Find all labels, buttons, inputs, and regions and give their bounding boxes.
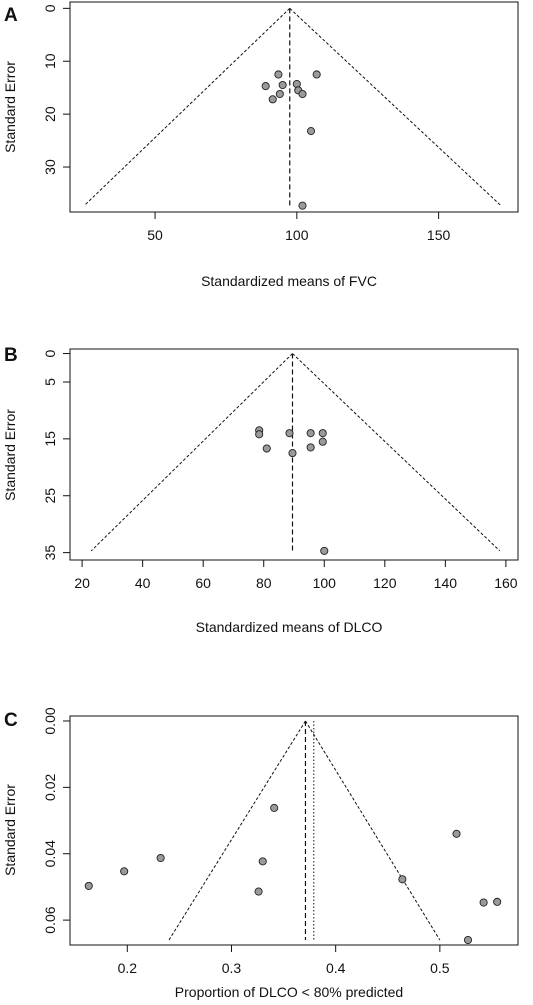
study-point xyxy=(312,70,321,79)
x-tick-label: 100 xyxy=(285,227,309,243)
study-point xyxy=(479,898,488,907)
x-tick-label: 0.2 xyxy=(118,960,138,976)
panel-letter-b: B xyxy=(4,345,18,366)
study-point xyxy=(306,127,316,136)
y-tick-label: 0 xyxy=(42,4,58,12)
panel-letter-c: C xyxy=(4,710,18,731)
study-point xyxy=(320,546,329,555)
funnel-left-line xyxy=(168,720,306,941)
funnel-plot-dlco: 20 40 60 80 100 120 140 160 0 5 15 25 35 Standardized… xyxy=(2,348,519,635)
y-tick-label: 5 xyxy=(42,378,58,386)
x-tick-label: 120 xyxy=(373,575,397,591)
plot-frame xyxy=(69,1,519,213)
y-tick-label: 20 xyxy=(42,106,58,122)
study-point xyxy=(120,867,129,876)
x-tick-label: 20 xyxy=(74,575,90,591)
x-tick-label: 0.5 xyxy=(430,960,450,976)
funnel-plot-fvc: 50 100 150 0 10 20 30 Standardized means of FVC… xyxy=(2,1,519,289)
study-point xyxy=(318,437,327,446)
x-tick-label: 0.4 xyxy=(326,960,346,976)
study-point xyxy=(298,89,307,99)
x-axis-title: Proportion of DLCO < 80% predicted xyxy=(175,984,403,1000)
study-point xyxy=(306,429,315,438)
study-point xyxy=(398,875,407,884)
study-point xyxy=(258,857,267,866)
y-tick-label: 0.04 xyxy=(42,840,58,867)
study-point xyxy=(84,881,93,890)
x-tick-label: 80 xyxy=(256,575,272,591)
y-tick-label: 25 xyxy=(42,488,58,504)
funnel-plot-dlco-proportion: 0.2 0.3 0.4 0.5 0.00 0.02 0.04 0.06 Proportion o… xyxy=(2,707,519,1000)
funnel-right-line xyxy=(289,7,502,207)
x-tick-label: 50 xyxy=(147,227,163,243)
study-point xyxy=(274,70,283,79)
plot-frame xyxy=(69,348,519,561)
study-point xyxy=(278,80,287,90)
study-point xyxy=(268,95,277,104)
y-tick-label: 35 xyxy=(42,545,58,561)
y-axis-title: Standard Error xyxy=(2,61,18,153)
study-point xyxy=(156,853,165,863)
x-tick-label: 160 xyxy=(494,575,518,591)
x-tick-label: 0.3 xyxy=(222,960,242,976)
x-tick-label: 40 xyxy=(135,575,151,591)
study-point xyxy=(270,803,279,812)
study-point xyxy=(255,430,264,439)
x-tick-label: 60 xyxy=(195,575,211,591)
x-tick-label: 100 xyxy=(313,575,337,591)
x-axis-title: Standardized means of DLCO xyxy=(196,619,383,635)
funnel-left-line xyxy=(90,353,293,552)
study-point xyxy=(463,935,473,945)
plot-frame xyxy=(69,715,519,946)
y-tick-label: 0.02 xyxy=(42,774,58,801)
study-point xyxy=(262,444,271,453)
y-tick-label: 0 xyxy=(42,349,58,357)
y-axis-title: Standard Error xyxy=(2,409,18,501)
study-point xyxy=(306,443,315,452)
y-tick-label: 30 xyxy=(42,159,58,175)
funnel-right-line xyxy=(292,353,501,552)
study-point xyxy=(318,429,327,438)
x-axis-title: Standardized means of FVC xyxy=(201,273,377,289)
study-point xyxy=(298,201,307,210)
y-tick-label: 0.06 xyxy=(42,906,58,933)
study-point xyxy=(452,829,461,838)
study-point xyxy=(285,429,294,438)
x-tick-label: 150 xyxy=(427,227,451,243)
study-point xyxy=(493,897,502,906)
y-tick-label: 10 xyxy=(42,53,58,69)
y-tick-label: 0.00 xyxy=(42,707,58,734)
study-point xyxy=(261,82,270,91)
y-tick-label: 15 xyxy=(42,431,58,447)
study-point xyxy=(288,449,297,458)
funnel-left-line xyxy=(83,7,291,207)
study-point xyxy=(275,89,284,99)
study-point xyxy=(254,887,263,896)
y-axis-title: Standard Error xyxy=(2,784,18,876)
x-tick-label: 140 xyxy=(434,575,458,591)
panel-letter-a: A xyxy=(4,5,18,26)
funnel-right-line xyxy=(305,720,441,941)
